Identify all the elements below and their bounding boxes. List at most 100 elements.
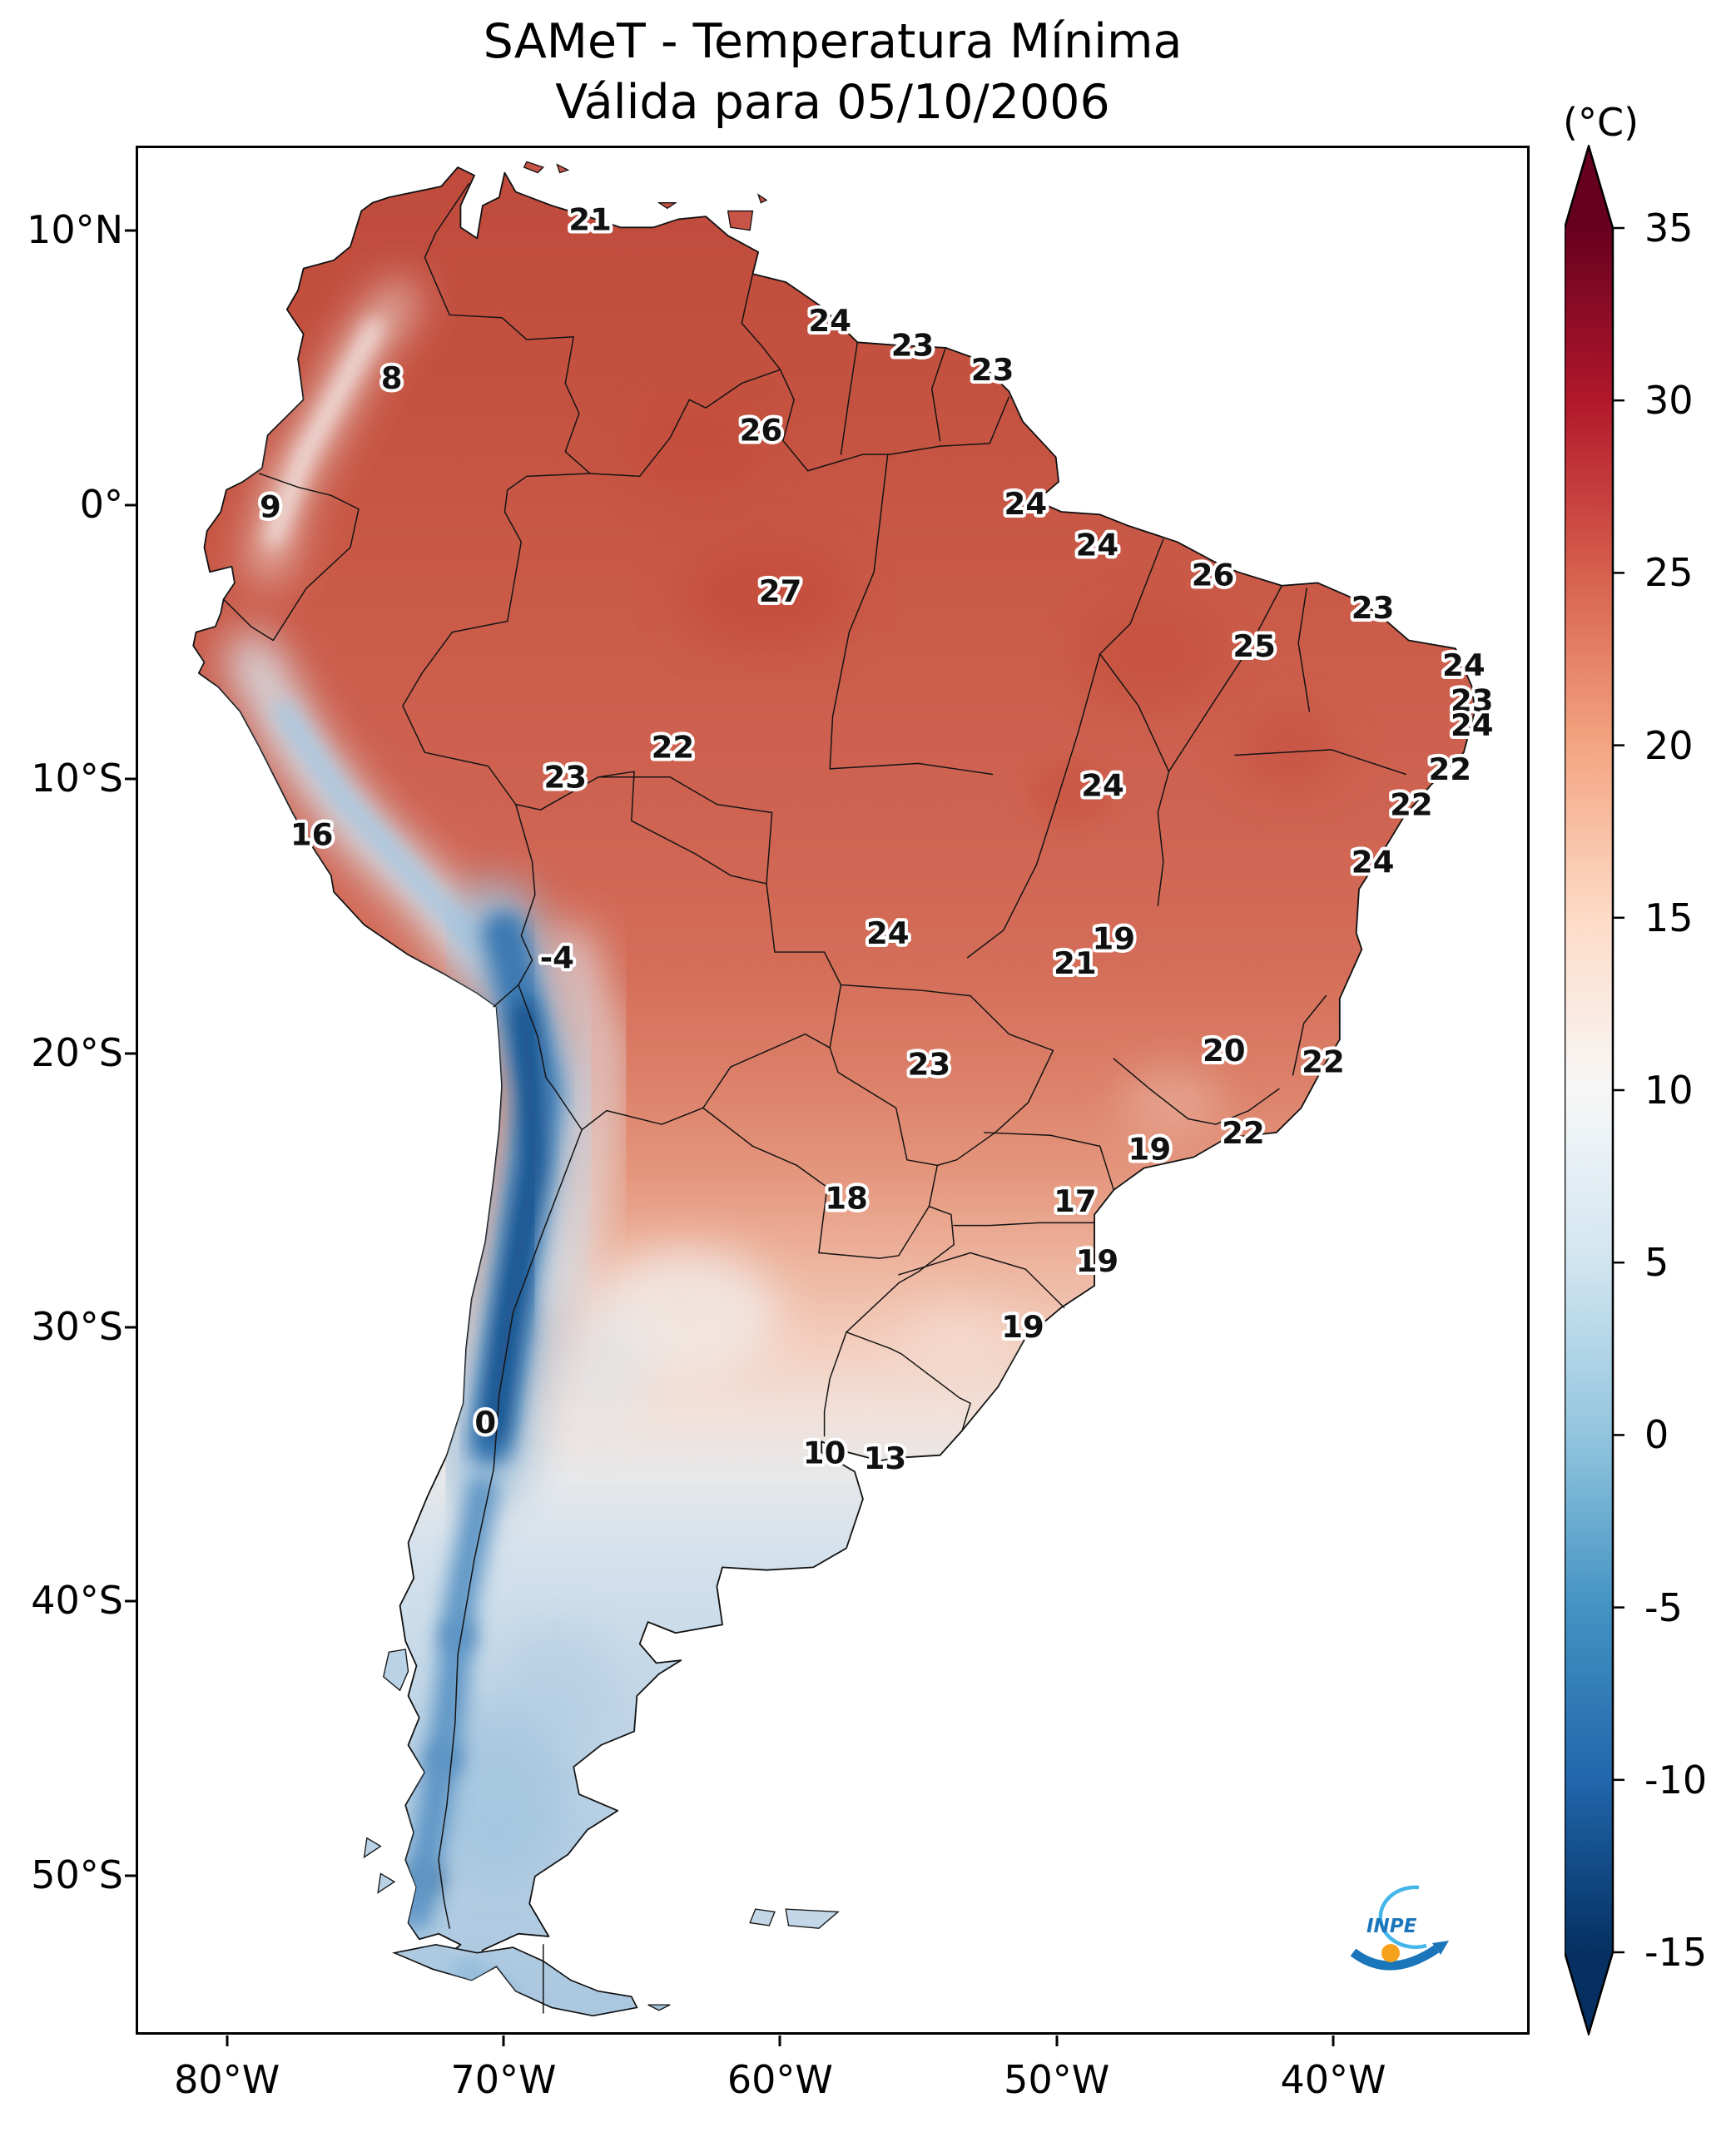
border-line [829, 454, 889, 770]
lat-tick-mark [125, 777, 136, 781]
temperature-anomaly-blob [1080, 607, 1224, 707]
island [785, 1908, 840, 1929]
station-temp-label: 20 [1203, 1033, 1246, 1069]
border-line [779, 369, 809, 472]
border-line [829, 762, 994, 776]
temperature-anomaly-blob [494, 1622, 615, 1743]
station-temp-label: 21 [568, 201, 612, 237]
lat-tick-mark [125, 1874, 136, 1877]
lat-tick-label: 20°S [31, 1029, 123, 1075]
border-line [581, 1107, 704, 1131]
lon-tick-mark [226, 2035, 229, 2046]
station-temp-label: 23 [891, 328, 935, 364]
political-borders-layer [222, 182, 1407, 2014]
station-temp-label: 0 [474, 1405, 496, 1440]
border-line [493, 984, 519, 1008]
island [657, 202, 677, 210]
station-temp-label: 24 [1442, 647, 1486, 683]
title-line-1: SAMeT - Temperatura Mínima [483, 14, 1183, 69]
inpe-arrow-icon [1350, 1945, 1440, 1971]
colorbar [1565, 145, 1624, 2035]
border-line [1099, 538, 1164, 655]
lon-tick-mark [1332, 2035, 1335, 2046]
andes-cold-band [400, 1475, 498, 1931]
station-temp-label: 24 [1081, 768, 1124, 804]
island [523, 161, 545, 174]
island [377, 1872, 396, 1894]
border-line [514, 803, 536, 986]
border-line [518, 984, 583, 1131]
lon-tick-mark [502, 2035, 505, 2046]
station-temp-label: 23 [543, 760, 587, 796]
border-line [589, 369, 781, 478]
lat-tick-mark [125, 1599, 136, 1603]
lon-tick-label: 40°W [1280, 2057, 1386, 2102]
border-line [1157, 771, 1170, 906]
colorbar-tick-label: 30 [1644, 378, 1694, 424]
station-temp-label: 24 [1352, 845, 1395, 880]
station-temp-label: 17 [1054, 1183, 1097, 1219]
station-temp-label: 22 [1302, 1044, 1345, 1080]
border-line [898, 1252, 1065, 1308]
temperature-anomaly-blob [898, 1302, 1020, 1379]
border-line [1292, 994, 1327, 1076]
temperature-anomaly-blob [424, 1703, 568, 1879]
border-line [840, 984, 1054, 1167]
border-line [258, 473, 360, 510]
border-line [823, 1331, 847, 1437]
station-temp-label: 27 [759, 573, 802, 609]
station-temp-label: 26 [1192, 558, 1235, 593]
station-temp-label: 19 [1092, 921, 1135, 957]
station-temp-label: 19 [1001, 1309, 1044, 1345]
lat-tick-label: 50°S [31, 1852, 123, 1897]
station-temp-label: 24 [808, 303, 851, 339]
colorbar-gradient-bar [1565, 145, 1614, 2035]
border-line [829, 1047, 939, 1207]
station-temp-label: 22 [1390, 787, 1433, 823]
station-temp-label: 19 [1076, 1243, 1119, 1279]
border-line [222, 508, 360, 642]
border-line [1113, 1058, 1217, 1125]
lat-tick-mark [125, 229, 136, 232]
island [647, 2004, 671, 2011]
border-line [424, 182, 591, 474]
colorbar-tick-label: 15 [1644, 895, 1694, 940]
station-temp-label: 23 [1352, 590, 1395, 626]
lat-tick-label: 10°N [27, 207, 123, 253]
temperature-anomaly-blob [1028, 761, 1111, 826]
lat-tick-mark [125, 503, 136, 507]
andes-cold-band [542, 925, 619, 1317]
island [756, 193, 768, 204]
andes-cold-band [265, 319, 383, 547]
border-line [1168, 585, 1283, 772]
island [556, 163, 570, 174]
station-temp-label: 19 [1128, 1132, 1172, 1168]
border-line [840, 341, 859, 455]
border-line [1215, 1088, 1280, 1125]
lon-tick-label: 80°W [174, 2057, 280, 2102]
inpe-arrowhead-icon [1432, 1941, 1449, 1955]
station-temp-label: -4 [540, 940, 574, 976]
inpe-orange-dot-icon [1381, 1944, 1400, 1962]
station-temp-label: 22 [1428, 751, 1471, 787]
border-line [846, 1331, 971, 1431]
border-line [967, 864, 1038, 959]
border-line [438, 1128, 583, 1929]
station-temp-label: 24 [1004, 486, 1048, 522]
figure-title: SAMeT - Temperatura Mínima Válida para 0… [136, 12, 1530, 133]
temperature-anomaly-blob [551, 1307, 651, 1428]
border-line [930, 347, 947, 442]
colorbar-tick-label: 35 [1644, 206, 1694, 250]
lat-tick-label: 40°S [31, 1578, 123, 1624]
colorbar-tick-marks [1613, 226, 1624, 1954]
border-line [806, 396, 1010, 472]
colorbar-tick-label: 25 [1644, 550, 1694, 596]
station-temp-label: 16 [290, 817, 334, 853]
inpe-swirl-icon [1378, 1885, 1427, 1950]
island [382, 1649, 409, 1692]
lat-tick-mark [125, 1326, 136, 1329]
colorbar-tick-label: 5 [1644, 1240, 1669, 1286]
